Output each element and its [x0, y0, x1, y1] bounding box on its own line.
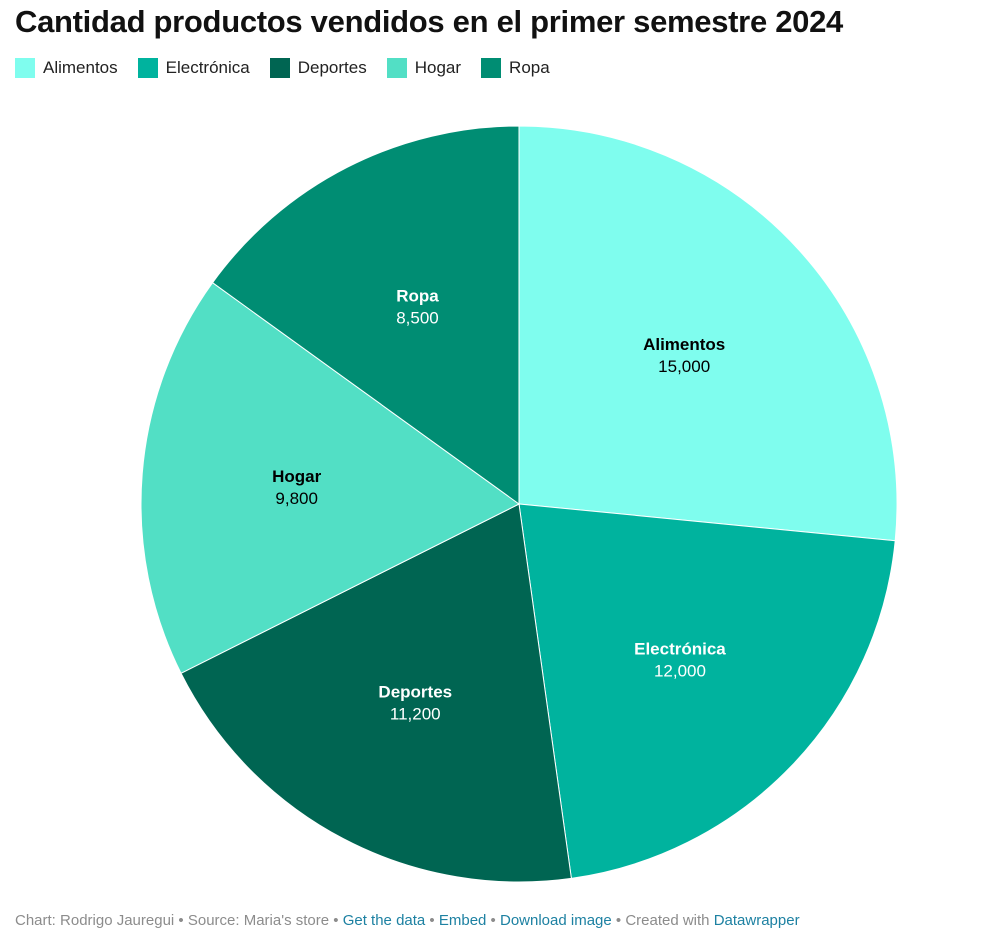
footer-separator: •	[329, 912, 343, 929]
slice-label-value: 11,200	[390, 704, 441, 723]
legend-item: Ropa	[481, 58, 550, 78]
slice-label-name: Deportes	[378, 682, 452, 701]
chart-footer: Chart: Rodrigo Jauregui • Source: Maria'…	[15, 912, 800, 929]
footer-separator: •	[611, 912, 626, 929]
legend-swatch	[386, 58, 407, 78]
chart-legend: Alimentos Electrónica Deportes Hogar Ropa	[15, 58, 570, 78]
legend-label: Ropa	[509, 58, 550, 77]
footer-separator: •	[486, 912, 500, 929]
slice-label-name: Hogar	[272, 467, 322, 486]
legend-item: Hogar	[386, 58, 462, 78]
footer-created-with: Created with	[625, 912, 714, 929]
legend-item: Electrónica	[137, 58, 250, 78]
legend-label: Alimentos	[43, 58, 118, 77]
legend-swatch	[137, 58, 158, 78]
chart-title: Cantidad productos vendidos en el primer…	[15, 4, 843, 39]
footer-separator: •	[174, 912, 188, 929]
datawrapper-link[interactable]: Datawrapper	[713, 912, 800, 929]
download-image-link[interactable]: Download image	[499, 912, 612, 929]
footer-separator: •	[425, 912, 439, 929]
legend-swatch	[481, 58, 502, 78]
slice-label-value: 12,000	[654, 661, 706, 680]
slice-label-value: 15,000	[658, 357, 710, 376]
pie-slice-deportes	[180, 503, 572, 883]
legend-label: Hogar	[414, 58, 462, 77]
legend-label: Electrónica	[165, 58, 250, 77]
embed-link[interactable]: Embed	[438, 912, 487, 929]
legend-item: Alimentos	[15, 58, 118, 78]
slice-label-value: 8,500	[396, 308, 439, 327]
get-data-link[interactable]: Get the data	[342, 912, 426, 929]
legend-item: Deportes	[269, 58, 367, 78]
pie-slice-alimentos	[518, 125, 898, 542]
slice-label-name: Alimentos	[643, 335, 725, 354]
pie-slice-electronica	[518, 503, 896, 879]
legend-swatch	[15, 58, 35, 78]
pie-slice-ropa	[211, 125, 520, 505]
slice-label-value: 9,800	[275, 489, 318, 508]
legend-label: Deportes	[297, 58, 367, 77]
pie-slice-hogar	[140, 281, 520, 674]
slice-label-name: Electrónica	[634, 639, 726, 658]
legend-swatch	[269, 58, 290, 78]
footer-credit: Chart: Rodrigo Jauregui	[15, 912, 175, 929]
slice-label-name: Ropa	[396, 286, 439, 305]
footer-source: Source: Maria's store	[187, 912, 330, 929]
